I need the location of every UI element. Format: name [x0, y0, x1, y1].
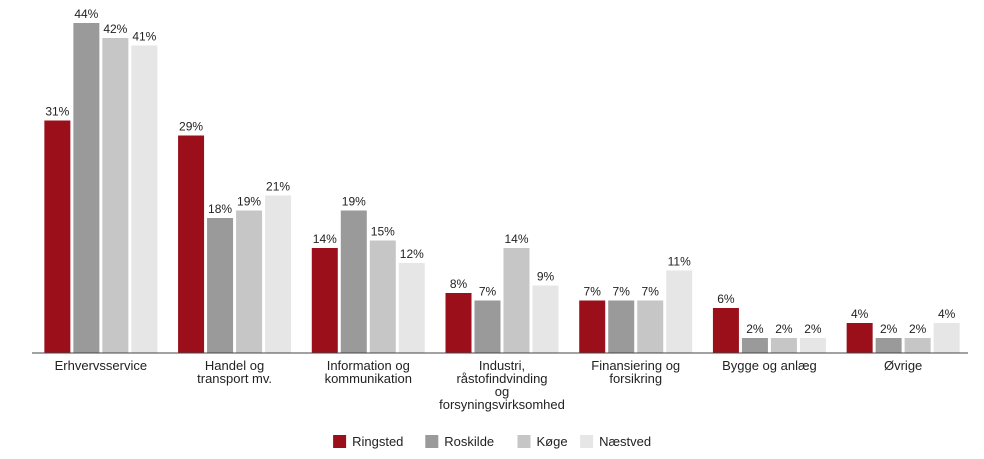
- data-label: 4%: [851, 307, 869, 321]
- data-label: 41%: [132, 30, 156, 44]
- legend-label: Roskilde: [444, 434, 494, 449]
- data-label: 7%: [613, 285, 631, 299]
- bar-roskilde-6: [875, 338, 902, 353]
- bar-roskilde-4: [608, 300, 635, 353]
- data-label: 2%: [746, 322, 764, 336]
- legend-swatch-roskilde: [425, 435, 439, 448]
- bar-roskilde-0: [73, 23, 100, 353]
- bar-køge-1: [236, 210, 263, 353]
- category-label: Erhvervsservice: [55, 358, 147, 373]
- bar-køge-5: [770, 338, 797, 353]
- category-label: transport mv.: [197, 371, 272, 386]
- category-label: Industri,: [479, 358, 525, 373]
- bar-ringsted-4: [579, 300, 606, 353]
- legend-swatch-ringsted: [333, 435, 347, 448]
- data-label: 21%: [266, 180, 290, 194]
- bar-roskilde-3: [474, 300, 501, 353]
- data-label: 2%: [804, 322, 822, 336]
- legend-label: Næstved: [599, 434, 651, 449]
- bar-ringsted-2: [311, 248, 338, 353]
- legend: Ringsted Roskilde Køge Næstved: [333, 434, 651, 449]
- data-label: 15%: [371, 225, 395, 239]
- bar-ringsted-0: [44, 120, 71, 353]
- bar-roskilde-1: [207, 218, 234, 353]
- data-label: 14%: [504, 232, 528, 246]
- category-label: og: [495, 384, 509, 399]
- bar-næstved-6: [933, 323, 960, 353]
- bar-køge-3: [503, 248, 530, 353]
- bar-næstved-5: [799, 338, 826, 353]
- data-label: 6%: [717, 292, 735, 306]
- bar-ringsted-3: [445, 293, 472, 353]
- data-label: 12%: [400, 247, 424, 261]
- data-label: 19%: [237, 195, 261, 209]
- bar-næstved-2: [398, 263, 425, 353]
- data-label: 18%: [208, 202, 232, 216]
- data-label: 4%: [938, 307, 956, 321]
- category-label: råstofindvinding: [456, 371, 547, 386]
- category-label: forsyningsvirksomhed: [439, 397, 565, 412]
- category-label: Bygge og anlæg: [722, 358, 817, 373]
- legend-label: Ringsted: [352, 434, 403, 449]
- category-label: Information og: [327, 358, 410, 373]
- legend-label: Køge: [537, 434, 568, 449]
- bar-køge-2: [369, 240, 396, 353]
- data-label: 2%: [775, 322, 793, 336]
- bar-køge-6: [904, 338, 931, 353]
- data-label: 11%: [668, 255, 691, 269]
- data-label: 14%: [313, 232, 337, 246]
- data-label: 42%: [103, 22, 127, 36]
- category-label: Finansiering og: [591, 358, 680, 373]
- data-label: 31%: [45, 105, 69, 119]
- category-label: Handel og: [205, 358, 264, 373]
- category-label: kommunikation: [325, 371, 412, 386]
- data-label: 7%: [642, 285, 660, 299]
- bar-næstved-4: [666, 270, 693, 353]
- bar-ringsted-6: [846, 323, 873, 353]
- bar-næstved-1: [265, 195, 292, 353]
- bar-roskilde-2: [340, 210, 367, 353]
- bar-ringsted-5: [712, 308, 739, 353]
- bar-næstved-0: [131, 45, 158, 353]
- bars-layer: 31% 44% 42% 41% 29% 18% 19% 21% 14% 19% 15% 12% 8% 7%…: [44, 7, 960, 353]
- category-label: forsikring: [609, 371, 662, 386]
- bar-køge-0: [102, 38, 129, 353]
- data-label: 7%: [584, 285, 602, 299]
- data-label: 2%: [909, 322, 927, 336]
- legend-swatch-køge: [517, 435, 531, 448]
- data-label: 7%: [479, 285, 497, 299]
- data-label: 44%: [74, 7, 98, 21]
- data-label: 2%: [880, 322, 898, 336]
- data-label: 19%: [342, 195, 366, 209]
- category-label: Øvrige: [884, 358, 922, 373]
- data-label: 29%: [179, 120, 203, 134]
- legend-swatch-næstved: [580, 435, 594, 448]
- bar-køge-4: [637, 300, 664, 353]
- data-label: 8%: [450, 277, 468, 291]
- bar-næstved-3: [532, 285, 559, 353]
- bar-ringsted-1: [178, 135, 205, 353]
- data-label: 9%: [537, 270, 555, 284]
- bar-roskilde-5: [741, 338, 768, 353]
